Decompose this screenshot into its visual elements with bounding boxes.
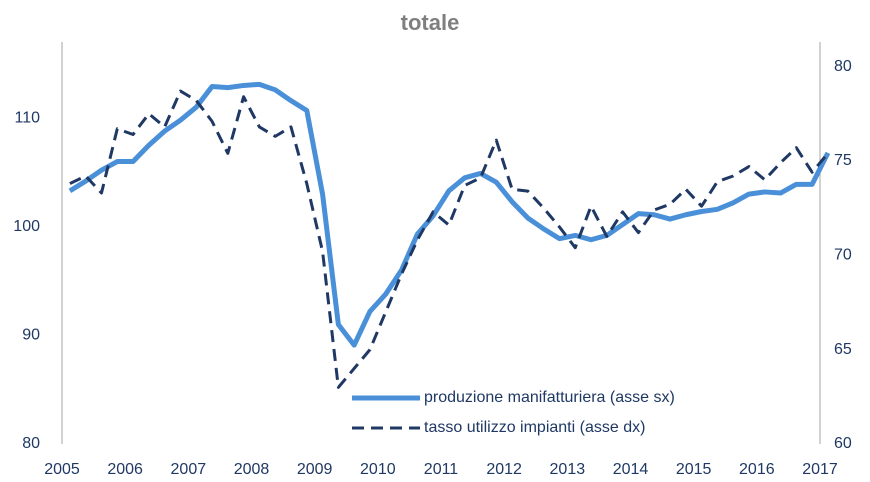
x-tick-label: 2013 <box>550 461 586 478</box>
x-tick-label: 2010 <box>360 461 396 478</box>
series-line <box>69 89 830 389</box>
x-tick-label: 2015 <box>676 461 712 478</box>
chart-title: totale <box>401 10 460 35</box>
x-tick-label: 2007 <box>171 461 207 478</box>
x-tick-label: 2012 <box>486 461 522 478</box>
y2-tick-label: 65 <box>834 341 852 358</box>
y-tick-label: 100 <box>13 218 40 235</box>
legend-label: tasso utilizzo impianti (asse dx) <box>424 419 645 436</box>
y2-tick-label: 80 <box>834 58 852 75</box>
series-line <box>68 81 831 348</box>
x-tick-label: 2016 <box>739 461 775 478</box>
y-tick-label: 80 <box>22 435 40 452</box>
x-tick-label: 2005 <box>44 461 80 478</box>
y-tick-label: 110 <box>14 109 40 126</box>
x-tick-label: 2008 <box>234 461 270 478</box>
y2-tick-label: 75 <box>834 152 852 169</box>
x-tick-label: 2011 <box>424 461 459 478</box>
y2-tick-label: 60 <box>834 435 852 452</box>
x-tick-label: 2009 <box>297 461 333 478</box>
x-tick-label: 2006 <box>107 461 143 478</box>
y2-tick-label: 70 <box>834 246 852 263</box>
x-tick-label: 2014 <box>613 461 649 478</box>
y-tick-label: 90 <box>22 327 40 344</box>
x-tick-label: 2017 <box>802 461 838 478</box>
legend-label: produzione manifatturiera (asse sx) <box>424 389 675 406</box>
